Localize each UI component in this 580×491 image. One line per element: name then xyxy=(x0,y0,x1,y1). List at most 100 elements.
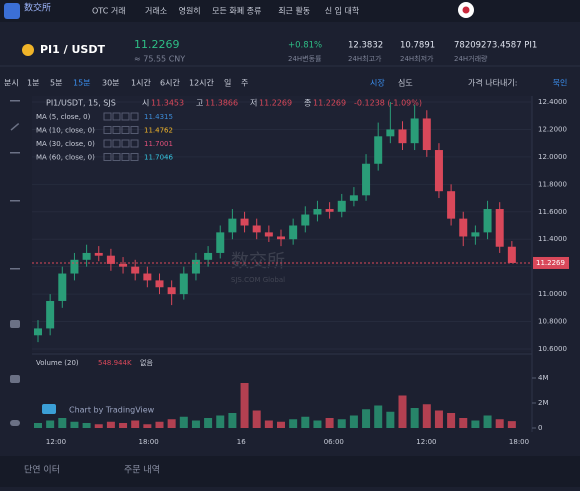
price-mode[interactable]: 묵인 xyxy=(553,78,568,88)
ma-button[interactable] xyxy=(130,153,139,161)
volume-bar xyxy=(82,423,91,428)
ma-button[interactable] xyxy=(121,153,130,161)
interval[interactable]: 일 xyxy=(224,79,231,88)
volume-bar xyxy=(362,409,371,428)
ma-button[interactable] xyxy=(103,139,112,148)
tool-icon[interactable] xyxy=(10,123,20,131)
volume-tick-label: 4M xyxy=(538,374,549,382)
ma-button[interactable] xyxy=(112,153,121,161)
nav-item[interactable]: 영원히 xyxy=(179,6,201,16)
candle-body xyxy=(374,136,383,164)
ma-button[interactable] xyxy=(103,153,112,161)
interval[interactable]: 15분 xyxy=(73,79,91,88)
tool-icon[interactable] xyxy=(10,152,20,154)
candle-body xyxy=(264,232,273,237)
volume-bar xyxy=(70,421,79,428)
candle-body xyxy=(459,218,468,237)
credit[interactable]: Chart by TradingView xyxy=(69,406,155,415)
y-tick-label: 11.0000 xyxy=(538,290,567,298)
x-tick-label: 18:00 xyxy=(139,438,159,446)
candle-body xyxy=(289,225,298,240)
interval[interactable]: 5분 xyxy=(50,79,62,88)
volume-bar xyxy=(434,410,443,428)
interval[interactable]: 1시간 xyxy=(131,78,151,88)
x-tick-label: 12:00 xyxy=(46,438,66,446)
legend-title: PI1/USDT, 15, SJS xyxy=(46,99,116,108)
candle-body xyxy=(34,328,42,336)
x-tick-label: 06:00 xyxy=(324,438,344,446)
footer xyxy=(0,456,580,487)
interval[interactable]: 주 xyxy=(241,79,248,88)
view-tab[interactable]: 심도 xyxy=(398,78,413,88)
ma-value: 11.7001 xyxy=(144,140,173,148)
interval[interactable]: 12시간 xyxy=(189,78,215,88)
interval[interactable]: 1분 xyxy=(27,79,39,88)
ma-button[interactable] xyxy=(130,139,139,148)
ma-button[interactable] xyxy=(121,126,130,134)
stat-label: 24H변동률 xyxy=(288,55,322,63)
volume-bar xyxy=(471,420,480,428)
nav-item[interactable]: 신 입 대학 xyxy=(325,6,360,16)
interval[interactable]: 30분 xyxy=(102,79,120,88)
flag-mark xyxy=(462,6,470,14)
volume-bar xyxy=(483,415,492,428)
ma-value: 11.4762 xyxy=(144,127,173,135)
nav-item[interactable]: 거래소 xyxy=(145,7,167,16)
candle-body xyxy=(313,209,322,215)
y-tick-label: 12.2000 xyxy=(538,125,567,133)
tool-icon[interactable] xyxy=(10,200,20,202)
nav-item[interactable]: OTC 거래 xyxy=(92,7,126,16)
nav-bar xyxy=(0,0,580,22)
ma-button[interactable] xyxy=(112,112,121,121)
candle-body xyxy=(143,273,152,281)
tool-icon[interactable] xyxy=(10,375,20,383)
volume-bar xyxy=(495,419,504,428)
nav-item[interactable]: 모든 화폐 종류 xyxy=(212,6,261,16)
legend-value: 11.2269 xyxy=(313,99,346,108)
ma-button[interactable] xyxy=(130,126,139,134)
volume-bar xyxy=(252,410,261,428)
footer-tab[interactable]: 주문 내역 xyxy=(124,465,160,476)
view-tab[interactable]: 시장 xyxy=(370,78,385,88)
candle-body xyxy=(325,209,334,212)
ma-button[interactable] xyxy=(121,139,130,148)
ma-button[interactable] xyxy=(130,112,139,121)
volume-bar xyxy=(131,420,140,428)
volume-bar xyxy=(94,424,103,428)
candle-body xyxy=(155,280,164,288)
ma-button[interactable] xyxy=(103,126,112,134)
footer-tab[interactable]: 단연 이터 xyxy=(24,465,60,476)
candle-body xyxy=(82,252,91,260)
volume-bar xyxy=(228,413,237,428)
ma-name: MA (10, close, 0) xyxy=(36,127,95,135)
ma-button[interactable] xyxy=(112,126,121,134)
ma-button[interactable] xyxy=(103,112,112,121)
interval[interactable]: 6시간 xyxy=(160,78,180,88)
chart-area xyxy=(32,96,532,352)
pair[interactable]: PI1 / USDT xyxy=(40,43,105,56)
interval[interactable]: 분시 xyxy=(4,79,19,88)
ma-button[interactable] xyxy=(121,112,130,121)
ma-value: 11.7046 xyxy=(144,154,173,162)
candle-body xyxy=(167,287,176,295)
legend-value: 11.2269 xyxy=(259,99,292,108)
tool-icon[interactable] xyxy=(10,320,20,328)
candle-body xyxy=(410,118,419,144)
volume-bar xyxy=(119,423,128,428)
ma-button[interactable] xyxy=(112,139,121,148)
nav-item[interactable]: 최근 활동 xyxy=(278,6,310,16)
candle-body xyxy=(471,232,480,237)
tool-icon[interactable] xyxy=(10,420,20,426)
cny: ≈ 75.55 CNY xyxy=(134,55,185,64)
coin-icon xyxy=(22,44,34,56)
tool-icon[interactable] xyxy=(10,268,20,270)
ma-name: MA (30, close, 0) xyxy=(36,140,95,148)
volume-bar xyxy=(216,415,225,428)
tool-icon[interactable] xyxy=(10,100,20,102)
candle-body xyxy=(94,252,103,256)
volume-bar xyxy=(507,421,516,428)
legend-change: -0.1238 (-1.09%) xyxy=(354,99,422,108)
price-display: 가격 나타내기: xyxy=(468,78,517,88)
y-tick-label: 11.4000 xyxy=(538,235,567,243)
